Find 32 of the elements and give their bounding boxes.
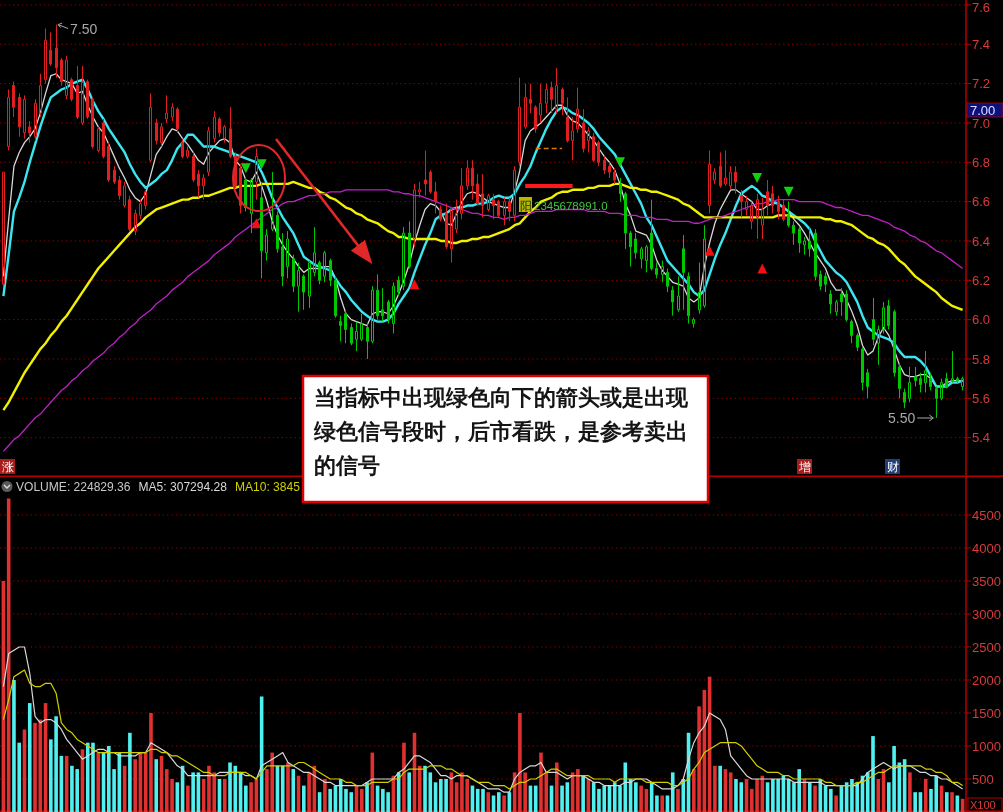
y-tick-label: 7.4 [972, 36, 991, 52]
y-tick-label: 7.0 [972, 115, 991, 131]
y-tick-label: 6.4 [972, 233, 991, 249]
y-tick-label: 6.8 [972, 154, 991, 170]
text: 7.00 [970, 102, 996, 118]
y-tick-label: 5.4 [972, 430, 991, 446]
y-tick-label: 5.8 [972, 351, 991, 367]
y-tick-label: 6.0 [972, 312, 991, 328]
y-tick-label: 3500 [972, 573, 1001, 589]
y-tick-label: 1000 [972, 738, 1001, 754]
annotation: 当指标中出现绿色向下的箭头或是出现绿色信号段时，后市看跌，是参考卖出的信号 [313, 385, 689, 478]
annotation: 5.50 [888, 409, 916, 426]
y-tick-label: 4000 [972, 540, 1001, 556]
y-tick-label: 7.2 [972, 76, 991, 92]
annotation: 财 [886, 460, 899, 474]
y-tick-label: 7.6 [972, 0, 991, 15]
y-tick-label: 2000 [972, 672, 1001, 688]
y-tick-label: 6.2 [972, 272, 991, 288]
y-tick-label: 3000 [972, 606, 1001, 622]
annotation: 增 [797, 460, 811, 474]
annotation: 7.50 [70, 20, 98, 37]
y-tick-label: 2500 [972, 639, 1001, 655]
y-tick-label: 500 [972, 771, 994, 787]
note-box: 当指标中出现绿色向下的箭头或是出现绿色信号段时，后市看跌，是参考卖出的信号 [301, 374, 710, 504]
chart-title: VOLUME: 224829.36 [16, 480, 131, 494]
y-tick-label: 1500 [972, 705, 1001, 721]
annotation: 涨 [1, 460, 14, 474]
y-tick-label: 5.6 [972, 390, 991, 406]
y-tick-label: 6.6 [972, 194, 991, 210]
y-tick-label: 4500 [972, 507, 1001, 523]
notes: X100 [967, 797, 1003, 812]
header: VOLUME: 224829.36 MA5: 307294.28 MA10: 3845 [1, 480, 300, 494]
